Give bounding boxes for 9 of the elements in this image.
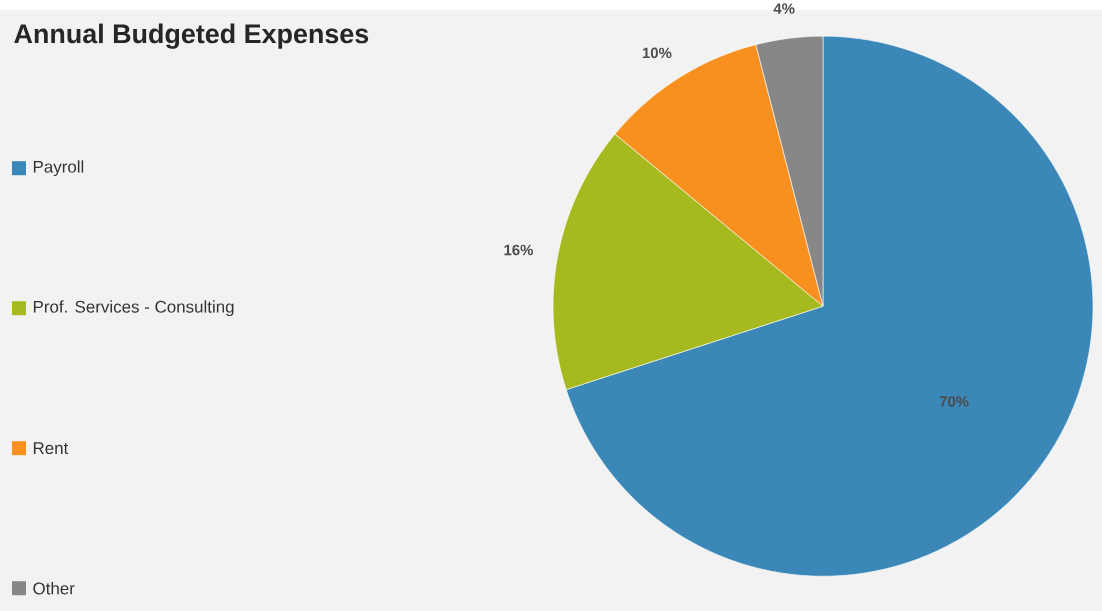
data-label: 10% (642, 47, 672, 59)
legend-label: Rent (33, 442, 69, 455)
legend-label: Other (33, 581, 75, 595)
data-label: 16% (504, 244, 534, 256)
data-label: 4% (773, 3, 795, 14)
data-label: 70% (939, 396, 969, 407)
legend-label: Prof. Services - Consulting (33, 300, 234, 316)
legend-label: Payroll (33, 160, 84, 176)
text: Annual Budgeted Expenses (14, 23, 369, 49)
